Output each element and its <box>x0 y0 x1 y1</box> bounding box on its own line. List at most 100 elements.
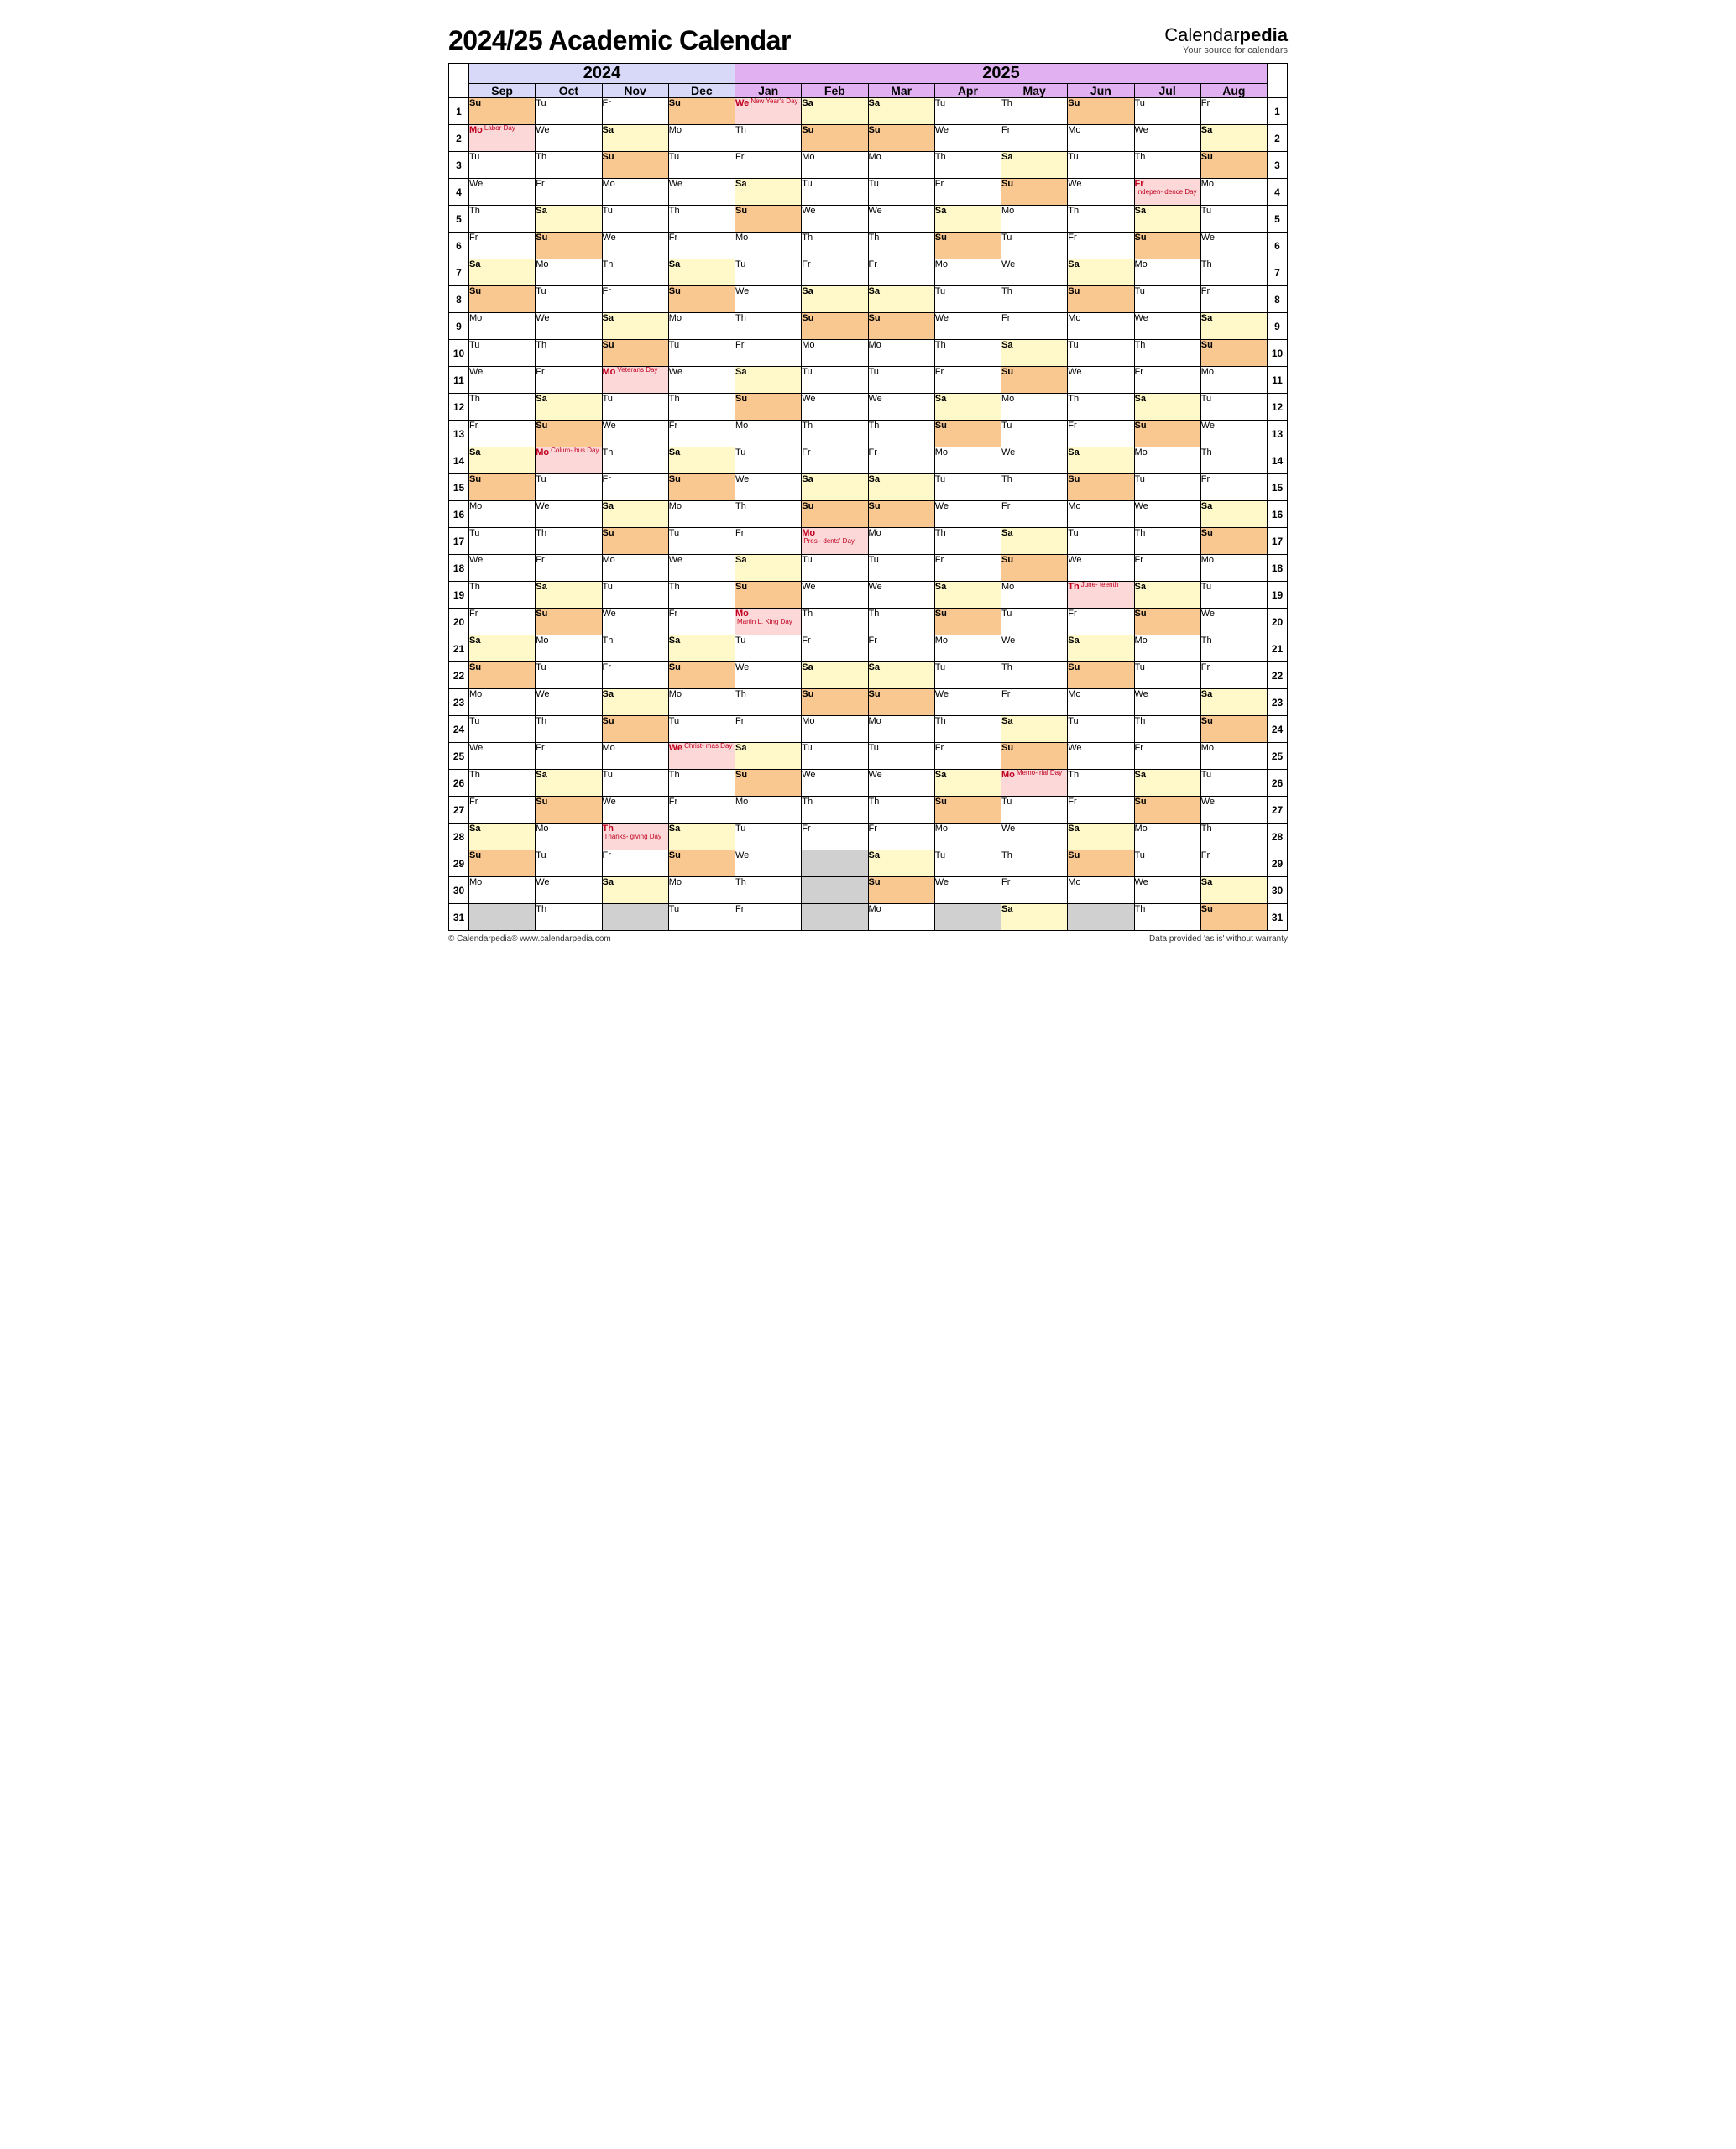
day-cell: Th <box>802 421 868 447</box>
month-header: Jul <box>1134 84 1200 98</box>
day-cell: Fr <box>934 743 1001 770</box>
day-cell: Fr <box>868 447 934 474</box>
footer-right: Data provided 'as is' without warranty <box>1149 934 1288 944</box>
calendar-row: 26ThSaTuThSuWeWeSaMoMemo- rial DayThSaTu… <box>449 770 1288 797</box>
day-cell: Su <box>735 770 802 797</box>
day-cell: We <box>934 689 1001 716</box>
brand-name: Calendarpedia <box>1164 25 1288 45</box>
day-cell: We <box>1134 125 1200 152</box>
day-cell: Sa <box>1200 125 1267 152</box>
day-cell: We <box>1068 555 1134 582</box>
day-cell: Tu <box>536 98 602 125</box>
day-cell: Sa <box>1068 447 1134 474</box>
day-cell: Mo <box>1068 877 1134 904</box>
row-number-right: 15 <box>1268 474 1288 501</box>
day-cell: Th <box>934 716 1001 743</box>
day-cell: Th <box>934 528 1001 555</box>
day-cell: Fr <box>1001 877 1068 904</box>
day-cell: Th <box>668 770 735 797</box>
day-cell: Mo <box>469 501 536 528</box>
calendar-row: 17TuThSuTuFrMoPresi- dents' DayMoThSaTuT… <box>449 528 1288 555</box>
day-cell: We <box>1001 259 1068 286</box>
day-cell: Sa <box>602 877 668 904</box>
day-cell: Th <box>469 206 536 233</box>
day-cell: Th <box>735 501 802 528</box>
day-cell: Su <box>868 501 934 528</box>
calendar-row: 9MoWeSaMoThSuSuWeFrMoWeSa9 <box>449 313 1288 340</box>
day-cell: Fr <box>1068 797 1134 824</box>
day-cell: Fr <box>1068 609 1134 635</box>
day-cell: Tu <box>668 716 735 743</box>
day-cell: We <box>1068 367 1134 394</box>
day-cell: Fr <box>1200 474 1267 501</box>
day-cell: We <box>1200 233 1267 259</box>
row-number-left: 5 <box>449 206 469 233</box>
day-cell: Fr <box>602 850 668 877</box>
day-cell: Th <box>668 394 735 421</box>
day-cell: Su <box>1200 904 1267 931</box>
day-cell: Su <box>668 474 735 501</box>
day-cell: Sa <box>1200 689 1267 716</box>
day-cell: We <box>1134 501 1200 528</box>
day-cell: Fr <box>1200 98 1267 125</box>
day-cell: Su <box>1001 179 1068 206</box>
day-cell: Th <box>1134 904 1200 931</box>
calendar-row: 2MoLabor DayWeSaMoThSuSuWeFrMoWeSa2 <box>449 125 1288 152</box>
day-cell: Su <box>735 206 802 233</box>
day-cell: Tu <box>868 179 934 206</box>
calendar-row: 1SuTuFrSuWeNew Year's DaySaSaTuThSuTuFr1 <box>449 98 1288 125</box>
day-cell: Th <box>536 528 602 555</box>
footer: © Calendarpedia® www.calendarpedia.com D… <box>448 934 1288 944</box>
day-cell: Mo <box>469 313 536 340</box>
row-number-right: 31 <box>1268 904 1288 931</box>
day-cell: Su <box>1134 609 1200 635</box>
calendar-row: 29SuTuFrSuWeSaTuThSuTuFr29 <box>449 850 1288 877</box>
day-cell: Mo <box>536 824 602 850</box>
day-cell: Fr <box>602 662 668 689</box>
day-cell: Mo <box>1200 555 1267 582</box>
day-cell: Th <box>934 152 1001 179</box>
day-cell: Mo <box>934 635 1001 662</box>
day-cell: Sa <box>735 179 802 206</box>
day-cell: Tu <box>1134 286 1200 313</box>
day-cell: Sa <box>868 474 934 501</box>
day-cell: We <box>1200 797 1267 824</box>
day-cell: Sa <box>868 662 934 689</box>
day-cell: We <box>735 850 802 877</box>
row-number-left: 18 <box>449 555 469 582</box>
row-number-right: 3 <box>1268 152 1288 179</box>
day-cell: Tu <box>602 582 668 609</box>
day-cell: We <box>469 179 536 206</box>
row-number-left: 21 <box>449 635 469 662</box>
row-number-right: 23 <box>1268 689 1288 716</box>
day-cell: Tu <box>1134 662 1200 689</box>
day-cell: Th <box>469 394 536 421</box>
day-cell: Su <box>469 286 536 313</box>
day-cell: Mo <box>802 152 868 179</box>
row-number-left: 15 <box>449 474 469 501</box>
row-number-right: 2 <box>1268 125 1288 152</box>
brand: Calendarpedia Your source for calendars <box>1164 25 1288 55</box>
day-cell: Mo <box>668 125 735 152</box>
calendar-row: 8SuTuFrSuWeSaSaTuThSuTuFr8 <box>449 286 1288 313</box>
day-cell: Su <box>1134 797 1200 824</box>
day-cell: Tu <box>602 394 668 421</box>
row-number-left: 13 <box>449 421 469 447</box>
row-number-left: 31 <box>449 904 469 931</box>
day-cell: Fr <box>868 259 934 286</box>
day-cell: Su <box>1001 555 1068 582</box>
row-number-left: 20 <box>449 609 469 635</box>
day-cell: We <box>735 286 802 313</box>
day-cell: Sa <box>536 394 602 421</box>
day-cell: Su <box>1068 98 1134 125</box>
page-title: 2024/25 Academic Calendar <box>448 25 791 56</box>
day-cell: Su <box>1068 474 1134 501</box>
day-cell: Sa <box>1200 313 1267 340</box>
day-cell: Fr <box>1200 662 1267 689</box>
day-cell: Su <box>1068 662 1134 689</box>
day-cell: Mo <box>802 340 868 367</box>
day-cell: Su <box>668 98 735 125</box>
day-cell: Mo <box>668 501 735 528</box>
day-cell: Sa <box>668 447 735 474</box>
day-cell: Mo <box>536 635 602 662</box>
